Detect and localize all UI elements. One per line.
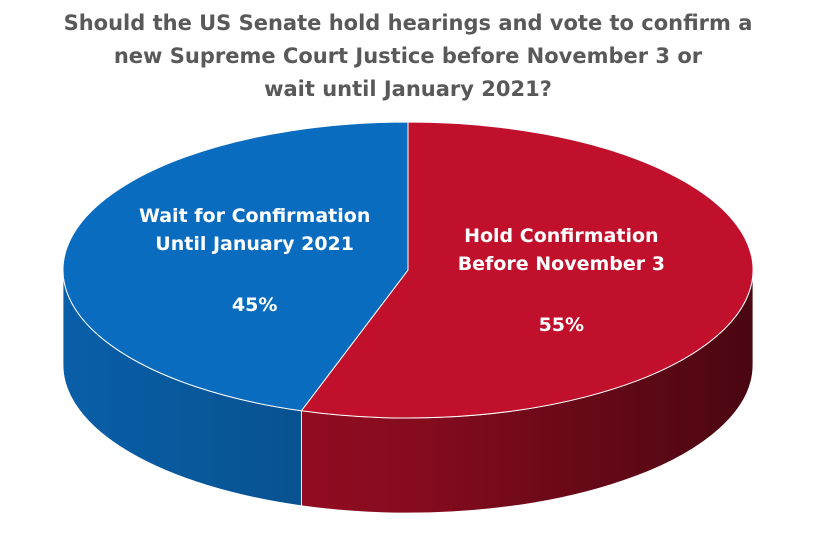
slice-category-label: Wait for Confirmation Until January 2021 xyxy=(138,205,371,256)
chart-title: wait until January 2021? xyxy=(264,77,552,101)
chart-title: new Supreme Court Justice before Novembe… xyxy=(114,44,703,68)
slice-value-label: 55% xyxy=(538,313,585,336)
slice-category-label: Hold Confirmation Before November 3 xyxy=(457,224,665,275)
pie-slice xyxy=(300,121,754,419)
slice-value-label: 45% xyxy=(231,294,278,317)
pie-slice xyxy=(62,121,409,412)
chart-title: Should the US Senate hold hearings and v… xyxy=(64,11,753,35)
